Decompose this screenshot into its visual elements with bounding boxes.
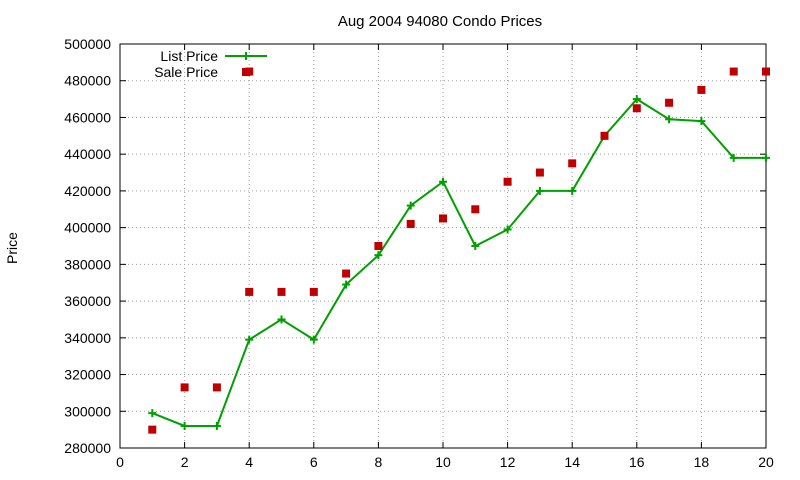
plot-frame: [119, 43, 767, 449]
list-price-point: [535, 186, 544, 195]
sale-price-point: [600, 131, 609, 140]
list-price-point: [471, 242, 480, 250]
legend-marker-sale-price: [242, 68, 250, 76]
sale-price-point: [697, 85, 706, 94]
y-tick-label: 280000: [64, 440, 111, 456]
list-price-point: [568, 186, 577, 195]
y-tick-label: 440000: [64, 146, 111, 162]
y-tick-label: 380000: [64, 256, 111, 272]
y-tick-label: 320000: [64, 367, 111, 383]
list-price-point: [180, 421, 189, 430]
sale-price-point: [342, 269, 351, 278]
sale-price-point: [309, 287, 318, 296]
sale-price-point: [180, 383, 189, 392]
list-price-point: [309, 335, 318, 344]
x-tick-label: 6: [310, 454, 318, 470]
list-price-point: [697, 117, 706, 126]
sale-price-point: [212, 383, 221, 392]
x-tick-label: 10: [435, 454, 451, 470]
list-price-point: [439, 177, 447, 186]
legend-marker-list-price: [242, 52, 250, 60]
list-price-series: [148, 95, 770, 430]
y-tick-label: 400000: [64, 220, 111, 236]
sale-price-point: [665, 98, 674, 107]
sale-price-point: [277, 287, 286, 296]
list-price-point: [342, 280, 351, 289]
x-tick-label: 8: [375, 454, 383, 470]
y-tick-label: 480000: [64, 73, 111, 89]
x-tick-label: 14: [564, 454, 580, 470]
y-axis-label: Price: [4, 232, 20, 264]
sale-price-point: [632, 104, 641, 113]
y-tick-label: 500000: [64, 36, 111, 52]
x-tick-label: 4: [245, 454, 253, 470]
list-price-point: [277, 315, 286, 324]
list-price-point: [729, 153, 738, 162]
list-price-point: [148, 409, 157, 418]
sale-price-point: [503, 177, 512, 186]
y-tick-label: 460000: [64, 109, 111, 125]
sale-price-point: [729, 67, 738, 76]
list-price-point: [503, 225, 512, 234]
list-price-point: [406, 201, 415, 210]
list-price-point: [762, 153, 770, 162]
x-tick-label: 0: [116, 454, 124, 470]
sale-price-point: [535, 168, 544, 177]
sale-price-point: [568, 159, 577, 168]
legend-label-list-price: List Price: [160, 48, 218, 64]
x-tick-label: 20: [758, 454, 774, 470]
x-tick-label: 12: [500, 454, 516, 470]
x-tick-labels: 0 2 4 6 8 10 12 14 16 18 20: [116, 454, 774, 470]
sale-price-point: [762, 67, 770, 76]
x-tick-label: 16: [629, 454, 645, 470]
list-price-point: [374, 251, 383, 260]
x-tick-label: 18: [694, 454, 710, 470]
list-price-point: [632, 95, 641, 104]
sale-price-point: [406, 219, 415, 228]
list-price-point: [665, 115, 674, 124]
y-tick-label: 360000: [64, 293, 111, 309]
chart-title: Aug 2004 94080 Condo Prices: [338, 13, 542, 30]
sale-price-series: [148, 67, 770, 434]
sale-price-point: [148, 425, 157, 434]
sale-price-point: [245, 287, 254, 296]
list-price-point: [245, 335, 254, 344]
y-tick-label: 300000: [64, 403, 111, 419]
axis-ticks: [119, 43, 767, 449]
y-tick-labels: 280000 300000 320000 340000 360000 380000 4000…: [64, 36, 111, 456]
list-price-point: [212, 421, 221, 430]
y-tick-label: 420000: [64, 183, 111, 199]
sale-price-point: [439, 214, 447, 223]
x-tick-label: 2: [181, 454, 189, 470]
list-price-line: [151, 97, 766, 427]
series-layer: [148, 67, 770, 434]
legend-label-sale-price: Sale Price: [154, 64, 218, 80]
grid-lines: [120, 44, 766, 448]
sale-price-point: [471, 205, 480, 214]
y-tick-label: 340000: [64, 330, 111, 346]
sale-price-point: [374, 242, 383, 250]
